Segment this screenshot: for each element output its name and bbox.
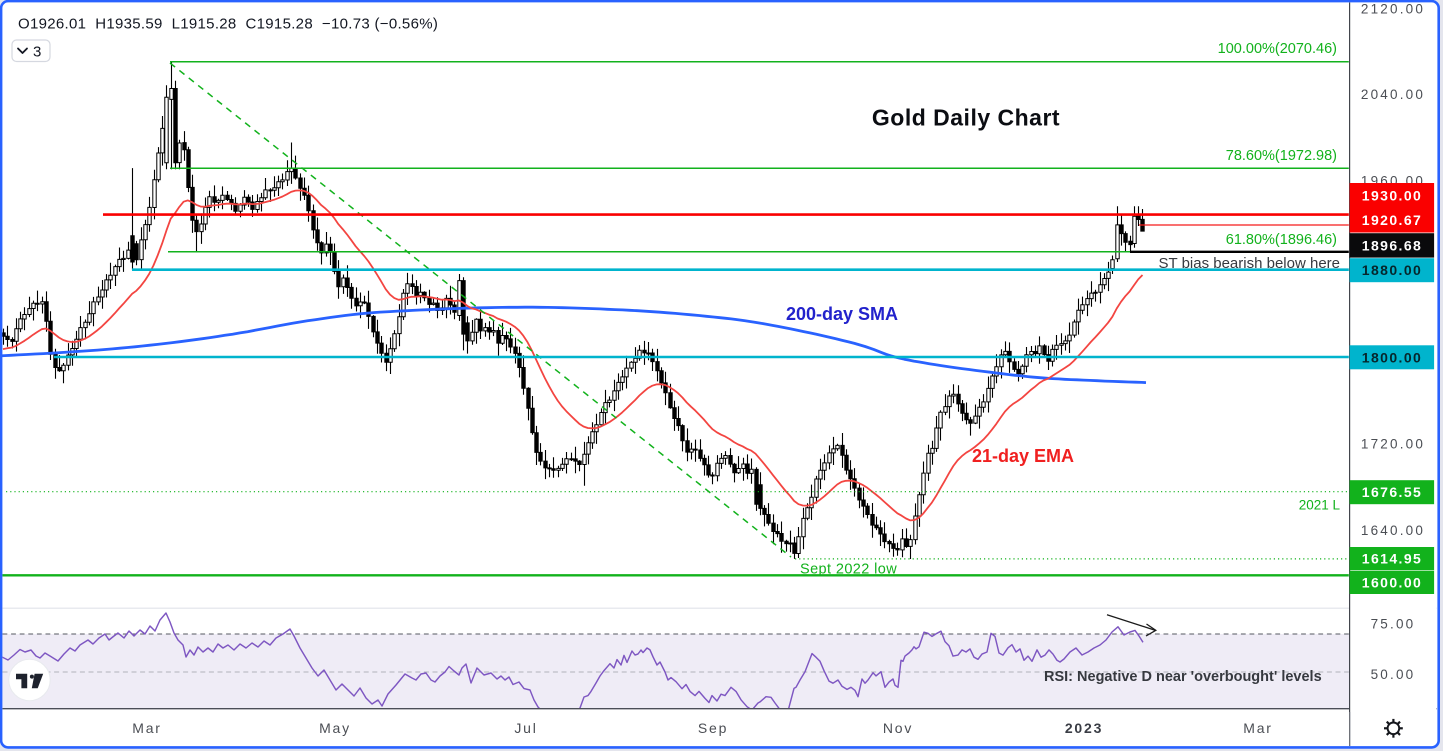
svg-text:1896.68: 1896.68 [1362,237,1422,253]
svg-text:Mar: Mar [132,720,162,736]
svg-text:1930.00: 1930.00 [1362,187,1422,203]
svg-text:200-day SMA: 200-day SMA [786,304,898,324]
svg-text:Sep: Sep [698,720,728,736]
svg-text:75.00: 75.00 [1371,616,1416,631]
svg-text:1880.00: 1880.00 [1362,262,1422,278]
svg-text:2040.00: 2040.00 [1361,87,1425,102]
svg-text:1676.55: 1676.55 [1362,484,1422,500]
svg-text:100.00%(2070.46): 100.00%(2070.46) [1218,41,1337,57]
svg-text:21-day EMA: 21-day EMA [972,446,1074,466]
svg-text:Jul: Jul [514,720,537,736]
svg-text:1640.00: 1640.00 [1361,523,1425,538]
svg-text:61.80%(1896.46): 61.80%(1896.46) [1226,232,1337,248]
svg-text:1600.00: 1600.00 [1362,574,1422,590]
svg-text:O1926.01 H1935.59 L1915.28: O1926.01 H1935.59 L1915.28 C1915.28 −10.… [18,16,438,33]
svg-text:1614.95: 1614.95 [1362,551,1422,567]
svg-text:1800.00: 1800.00 [1362,349,1422,365]
svg-text:ST bias bearish below here: ST bias bearish below here [1159,255,1341,272]
svg-text:RSI: Negative D near 'overboug: RSI: Negative D near 'overbought' levels [1044,669,1322,685]
svg-text:2023: 2023 [1065,720,1103,736]
svg-text:Mar: Mar [1243,720,1273,736]
svg-text:1720.00: 1720.00 [1361,437,1425,452]
svg-text:May: May [319,720,351,736]
svg-text:Nov: Nov [883,720,913,736]
svg-text:50.00: 50.00 [1371,667,1416,682]
svg-text:3: 3 [33,44,41,61]
svg-text:2021 L: 2021 L [1299,498,1341,513]
svg-text:Sept 2022 low: Sept 2022 low [800,562,897,578]
svg-text:78.60%(1972.98): 78.60%(1972.98) [1226,148,1337,164]
svg-text:1920.67: 1920.67 [1362,212,1422,228]
svg-text:2120.00: 2120.00 [1361,1,1425,16]
svg-text:Gold Daily Chart: Gold Daily Chart [872,105,1060,131]
